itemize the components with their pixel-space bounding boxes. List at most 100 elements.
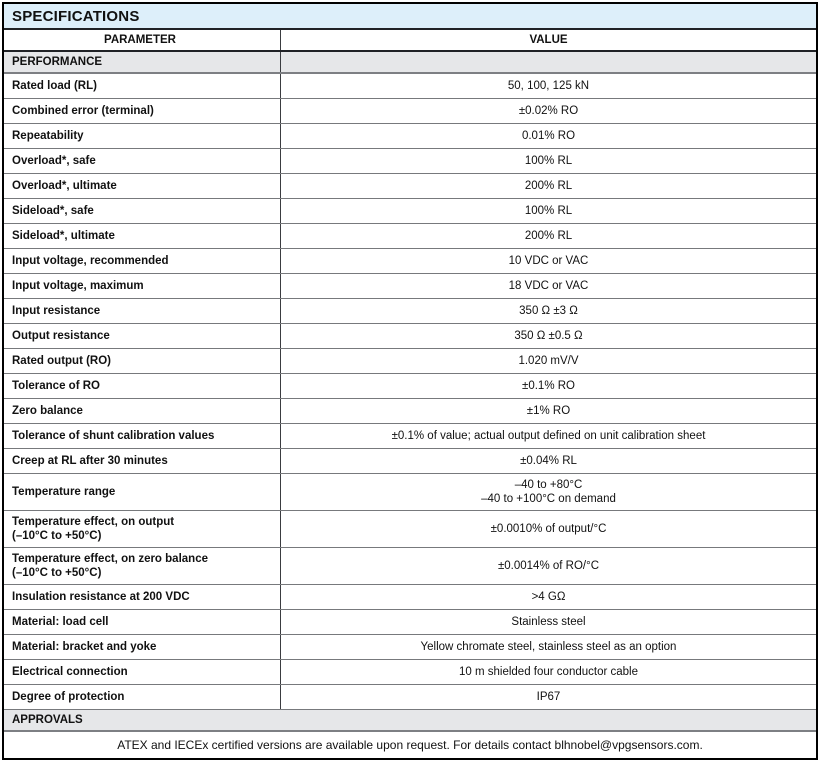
value-cell: 100% RL xyxy=(281,199,816,223)
param-line: Creep at RL after 30 minutes xyxy=(12,454,168,467)
value-cell: Stainless steel xyxy=(281,610,816,634)
value-cell: IP67 xyxy=(281,685,816,709)
param-cell: Temperature range xyxy=(4,474,281,510)
value-line: –40 to +100°C on demand xyxy=(481,493,616,505)
value-line: 1.020 mV/V xyxy=(518,354,579,367)
param-line: Rated load (RL) xyxy=(12,79,97,92)
param-line: Input voltage, maximum xyxy=(12,279,144,292)
spec-row: Tolerance of RO ±0.1% RO xyxy=(4,374,816,399)
value-line: 100% RL xyxy=(524,204,573,217)
value-line: 200% RL xyxy=(524,179,573,192)
value-cell: 350 Ω ±0.5 Ω xyxy=(281,324,816,348)
param-cell: Creep at RL after 30 minutes xyxy=(4,449,281,473)
value-cell: 100% RL xyxy=(281,149,816,173)
param-cell: Input voltage, recommended xyxy=(4,249,281,273)
param-cell: Material: bracket and yoke xyxy=(4,635,281,659)
value-line: 350 Ω ±0.5 Ω xyxy=(514,329,583,342)
param-cell: Temperature effect, on output (–10°C to +… xyxy=(4,511,281,547)
column-header-value: VALUE xyxy=(529,33,568,46)
param-line: Temperature range xyxy=(12,485,116,498)
value-line: 18 VDC or VAC xyxy=(508,279,589,292)
param-cell: Degree of protection xyxy=(4,685,281,709)
param-cell: Overload*, ultimate xyxy=(4,174,281,198)
param-line: Combined error (terminal) xyxy=(12,104,154,117)
param-cell: Electrical connection xyxy=(4,660,281,684)
footer-note: ATEX and IECEx certified versions are av… xyxy=(117,738,703,752)
param-cell: Input resistance xyxy=(4,299,281,323)
param-cell: Repeatability xyxy=(4,124,281,148)
value-cell: 18 VDC or VAC xyxy=(281,274,816,298)
section-row-performance: PERFORMANCE xyxy=(4,52,816,74)
spec-row: Material: load cell Stainless steel xyxy=(4,610,816,635)
value-cell: ±0.0010% of output/°C xyxy=(281,511,816,547)
value-line: >4 GΩ xyxy=(531,590,566,603)
param-line: Output resistance xyxy=(12,329,110,342)
value-cell: ±0.1% of value; actual output defined on… xyxy=(281,424,816,448)
param-cell: Sideload*, safe xyxy=(4,199,281,223)
param-line: Tolerance of RO xyxy=(12,379,100,392)
value-line: 50, 100, 125 kN xyxy=(507,79,590,92)
spec-row: Overload*, ultimate 200% RL xyxy=(4,174,816,199)
spec-row: Output resistance 350 Ω ±0.5 Ω xyxy=(4,324,816,349)
value-line: ±0.1% of value; actual output defined on… xyxy=(391,429,706,442)
value-line: Stainless steel xyxy=(511,615,586,628)
value-cell: ±1% RO xyxy=(281,399,816,423)
table-title: SPECIFICATIONS xyxy=(4,4,816,30)
param-line: Insulation resistance at 200 VDC xyxy=(12,590,190,603)
section-label-performance: PERFORMANCE xyxy=(4,52,281,72)
param-line: Input resistance xyxy=(12,304,101,317)
spec-row: Temperature effect, on output (–10°C to +… xyxy=(4,511,816,548)
spec-row: Combined error (terminal) ±0.02% RO xyxy=(4,99,816,124)
value-cell: ±0.0014% of RO/°C xyxy=(281,548,816,584)
param-cell: Zero balance xyxy=(4,399,281,423)
spec-row: Rated load (RL) 50, 100, 125 kN xyxy=(4,74,816,99)
param-cell: Tolerance of shunt calibration values xyxy=(4,424,281,448)
param-cell: Output resistance xyxy=(4,324,281,348)
footer-row: ATEX and IECEx certified versions are av… xyxy=(4,732,816,758)
param-line: Material: load cell xyxy=(12,615,109,628)
spec-row: Creep at RL after 30 minutes ±0.04% RL xyxy=(4,449,816,474)
param-line: Temperature effect, on output xyxy=(12,515,175,528)
spec-row: Input resistance 350 Ω ±3 Ω xyxy=(4,299,816,324)
param-line: Temperature effect, on zero balance xyxy=(12,552,208,565)
value-cell: ±0.04% RL xyxy=(281,449,816,473)
value-line: ±0.0010% of output/°C xyxy=(490,522,607,535)
param-cell: Material: load cell xyxy=(4,610,281,634)
value-line: Yellow chromate steel, stainless steel a… xyxy=(420,640,677,653)
param-line: Zero balance xyxy=(12,404,83,417)
spec-row: Temperature range –40 to +80°C –40 to +100… xyxy=(4,474,816,511)
param-line: Tolerance of shunt calibration values xyxy=(12,429,215,442)
value-line: 0.01% RO xyxy=(521,129,576,142)
param-line: Electrical connection xyxy=(12,665,128,678)
value-cell: 200% RL xyxy=(281,224,816,248)
param-line: Sideload*, safe xyxy=(12,204,94,217)
value-cell: >4 GΩ xyxy=(281,585,816,609)
value-line: 200% RL xyxy=(524,229,573,242)
param-cell: Sideload*, ultimate xyxy=(4,224,281,248)
spec-row: Rated output (RO) 1.020 mV/V xyxy=(4,349,816,374)
spec-row: Material: bracket and yoke Yellow chromat… xyxy=(4,635,816,660)
value-line: ±0.1% RO xyxy=(522,379,575,392)
param-cell: Combined error (terminal) xyxy=(4,99,281,123)
param-line: (–10°C to +50°C) xyxy=(12,567,102,579)
column-header-parameter: PARAMETER xyxy=(4,30,281,50)
param-line: Repeatability xyxy=(12,129,84,142)
param-cell: Tolerance of RO xyxy=(4,374,281,398)
value-line: 10 m shielded four conductor cable xyxy=(459,665,638,678)
value-cell: ±0.1% RO xyxy=(281,374,816,398)
value-cell: –40 to +80°C –40 to +100°C on demand xyxy=(281,474,816,510)
spec-row: Repeatability 0.01% RO xyxy=(4,124,816,149)
spec-row: Sideload*, safe 100% RL xyxy=(4,199,816,224)
value-line: ±0.04% RL xyxy=(520,454,577,467)
spec-row: Electrical connection 10 m shielded four … xyxy=(4,660,816,685)
value-line: IP67 xyxy=(536,690,561,703)
section-row-approvals: APPROVALS xyxy=(4,710,816,732)
param-line: Material: bracket and yoke xyxy=(12,640,157,653)
spec-row: Input voltage, recommended 10 VDC or VAC xyxy=(4,249,816,274)
value-line: 350 Ω ±3 Ω xyxy=(519,304,578,317)
value-line: ±0.02% RO xyxy=(518,104,579,117)
param-line: Input voltage, recommended xyxy=(12,254,169,267)
spec-row: Zero balance ±1% RO xyxy=(4,399,816,424)
section-value-empty xyxy=(281,52,816,72)
